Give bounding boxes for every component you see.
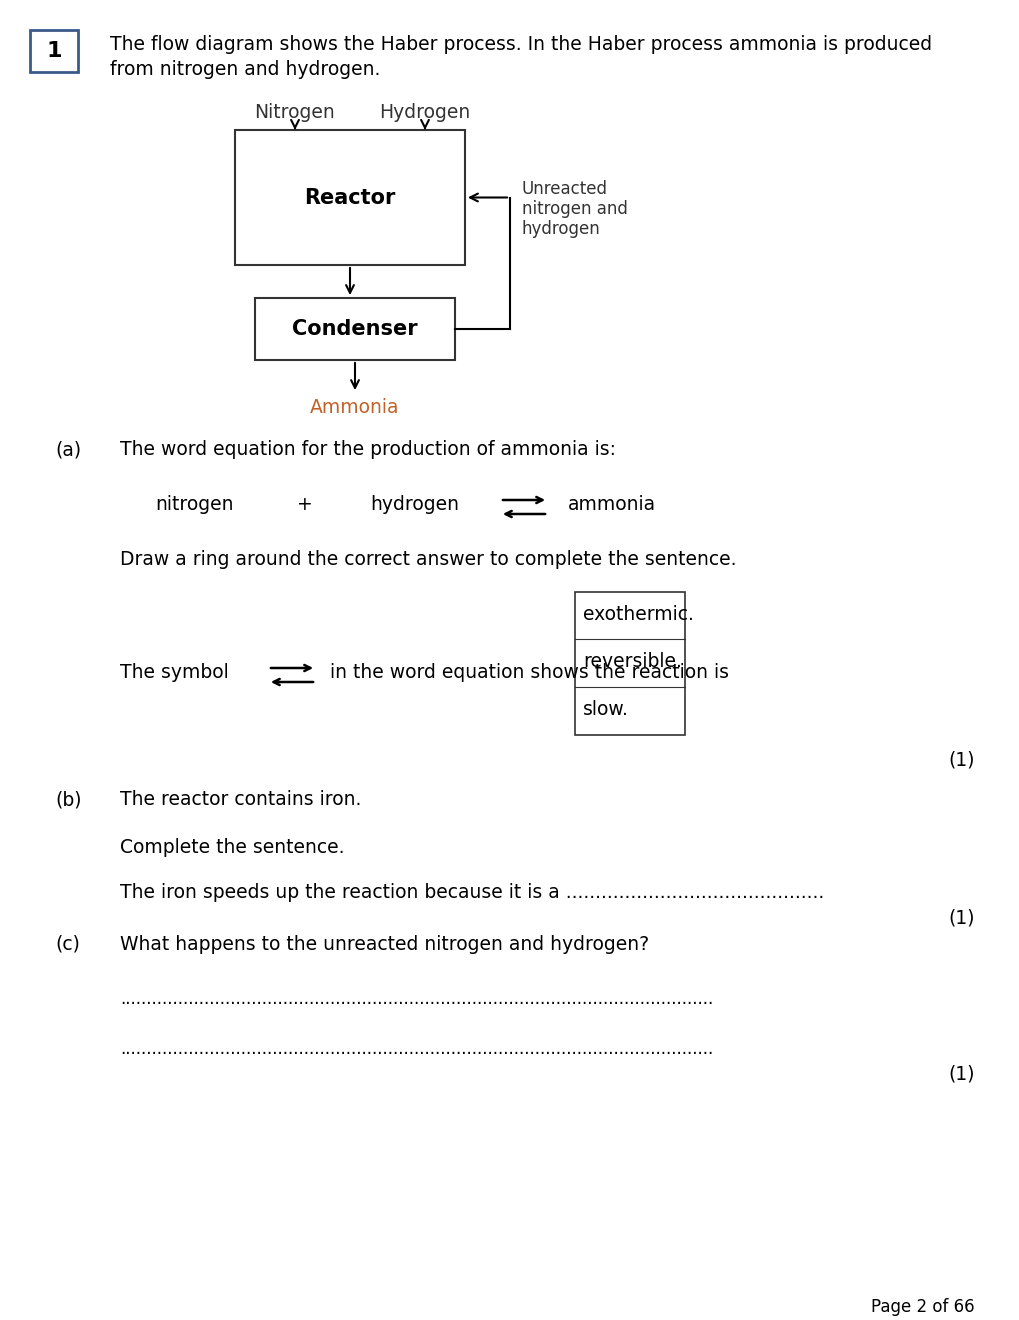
Text: (b): (b): [55, 789, 82, 809]
Text: What happens to the unreacted nitrogen and hydrogen?: What happens to the unreacted nitrogen a…: [120, 935, 648, 954]
Text: The iron speeds up the reaction because it is a ................................: The iron speeds up the reaction because …: [120, 883, 823, 902]
Text: (1): (1): [948, 750, 974, 770]
Text: ................................................................................: ........................................…: [120, 1040, 712, 1059]
Text: (1): (1): [948, 1065, 974, 1084]
Text: Nitrogen: Nitrogen: [255, 103, 335, 121]
Text: ................................................................................: ........................................…: [120, 990, 712, 1008]
Text: nitrogen and: nitrogen and: [522, 199, 628, 218]
Bar: [30, 30, 77, 73]
Text: Complete the sentence.: Complete the sentence.: [120, 838, 344, 857]
Text: (a): (a): [55, 440, 82, 459]
Text: Hydrogen: Hydrogen: [379, 103, 470, 121]
Text: (c): (c): [55, 935, 79, 954]
Text: Unreacted: Unreacted: [522, 180, 607, 198]
Text: 1: 1: [46, 41, 62, 61]
Text: slow.: slow.: [583, 700, 629, 719]
Text: Reactor: Reactor: [304, 187, 395, 207]
Text: The reactor contains iron.: The reactor contains iron.: [120, 789, 361, 809]
Text: The word equation for the production of ammonia is:: The word equation for the production of …: [120, 440, 615, 459]
Text: (1): (1): [948, 908, 974, 927]
Text: hydrogen: hydrogen: [522, 219, 600, 238]
Text: Draw a ring around the correct answer to complete the sentence.: Draw a ring around the correct answer to…: [120, 550, 736, 569]
Text: ammonia: ammonia: [568, 495, 655, 513]
Text: The symbol: The symbol: [120, 663, 228, 682]
Text: Ammonia: Ammonia: [310, 399, 399, 417]
Text: from nitrogen and hydrogen.: from nitrogen and hydrogen.: [110, 59, 380, 79]
Text: reversible.: reversible.: [583, 652, 682, 671]
Text: Condenser: Condenser: [291, 319, 418, 339]
Text: +: +: [297, 495, 313, 513]
Bar: [234, 129, 465, 265]
Bar: [575, 591, 685, 735]
Bar: [255, 298, 454, 360]
Text: in the word equation shows the reaction is: in the word equation shows the reaction …: [330, 663, 729, 682]
Text: nitrogen: nitrogen: [155, 495, 233, 513]
Text: exothermic.: exothermic.: [583, 605, 693, 624]
Text: hydrogen: hydrogen: [370, 495, 459, 513]
Text: The flow diagram shows the Haber process. In the Haber process ammonia is produc: The flow diagram shows the Haber process…: [110, 36, 931, 54]
Text: Page 2 of 66: Page 2 of 66: [870, 1298, 974, 1316]
